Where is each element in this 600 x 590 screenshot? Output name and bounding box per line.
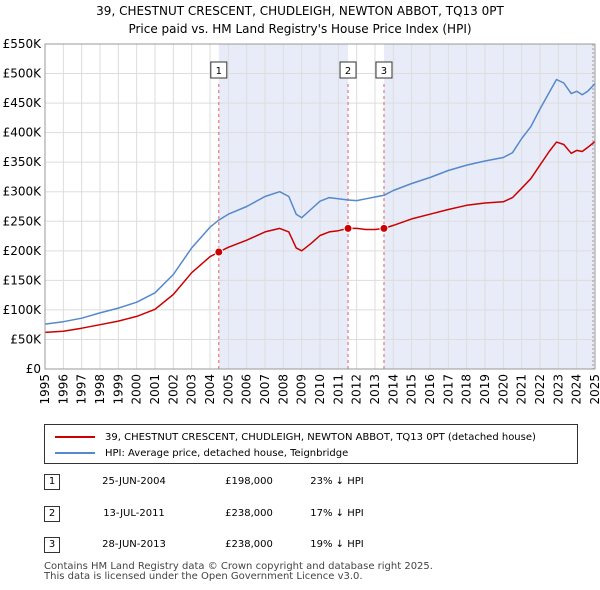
x-tick-label: 1999 bbox=[111, 374, 125, 405]
chart-legend: 39, CHESTNUT CRESCENT, CHUDLEIGH, NEWTON… bbox=[44, 424, 578, 464]
plot-frame bbox=[44, 43, 596, 370]
x-tick-label: 2017 bbox=[441, 374, 455, 405]
legend-swatch-hpi bbox=[55, 452, 95, 454]
x-tick-label: 2009 bbox=[295, 374, 309, 405]
x-tick-label: 2005 bbox=[221, 374, 235, 405]
transaction-number: 2 bbox=[44, 506, 60, 522]
x-tick-label: 2025 bbox=[588, 374, 600, 405]
x-tick-label: 2014 bbox=[386, 374, 400, 405]
y-tick-label: £250K bbox=[3, 214, 43, 228]
footer-attribution: Contains HM Land Registry data © Crown c… bbox=[44, 562, 433, 582]
y-tick-label: £0 bbox=[26, 362, 41, 376]
transaction-date: 25-JUN-2004 bbox=[102, 476, 166, 487]
x-tick-label: 2018 bbox=[460, 374, 474, 405]
marker-box-1 bbox=[210, 61, 228, 79]
footer-line-copyright: Contains HM Land Registry data © Crown c… bbox=[44, 561, 433, 572]
x-tick-label: 2012 bbox=[350, 374, 364, 405]
x-tick-label: 2013 bbox=[368, 374, 382, 405]
x-tick-label: 2020 bbox=[496, 374, 510, 405]
y-tick-label: £500K bbox=[3, 67, 43, 81]
x-tick-label: 2001 bbox=[148, 374, 162, 405]
transaction-price: £198,000 bbox=[225, 476, 273, 487]
y-tick-label: £300K bbox=[3, 185, 43, 199]
y-tick-label: £200K bbox=[3, 244, 43, 258]
x-tick-label: 2006 bbox=[240, 374, 254, 405]
y-tick-label: £450K bbox=[3, 96, 43, 110]
x-tick-label: 2004 bbox=[203, 374, 217, 405]
x-tick-label: 2021 bbox=[515, 374, 529, 405]
sale-point-3 bbox=[379, 223, 389, 233]
legend-label-property: 39, CHESTNUT CRESCENT, CHUDLEIGH, NEWTON… bbox=[105, 431, 536, 443]
x-tick-label: 2002 bbox=[166, 374, 180, 405]
transaction-number: 3 bbox=[44, 537, 60, 553]
chart-subtitle: Price paid vs. HM Land Registry's House … bbox=[128, 22, 472, 36]
x-tick-label: 2022 bbox=[533, 374, 547, 405]
x-tick-label: 1996 bbox=[56, 374, 70, 405]
y-tick-label: £50K bbox=[10, 332, 42, 346]
x-tick-label: 1997 bbox=[75, 374, 89, 405]
x-tick-label: 2008 bbox=[276, 374, 290, 405]
legend-item-hpi: HPI: Average price, detached house, Teig… bbox=[55, 446, 348, 460]
y-tick-label: £150K bbox=[3, 273, 43, 287]
footer-line-licence: This data is licensed under the Open Gov… bbox=[44, 571, 363, 582]
x-tick-label: 2019 bbox=[478, 374, 492, 405]
transaction-date: 13-JUL-2011 bbox=[103, 508, 165, 519]
y-tick-label: £350K bbox=[3, 155, 43, 169]
x-tick-label: 2015 bbox=[405, 374, 419, 405]
marker-label-1: 1 bbox=[216, 66, 222, 77]
marker-label-3: 3 bbox=[381, 66, 387, 77]
sale-point-2 bbox=[343, 223, 353, 233]
legend-label-hpi: HPI: Average price, detached house, Teig… bbox=[105, 447, 349, 459]
transaction-date: 28-JUN-2013 bbox=[102, 539, 166, 550]
marker-label-2: 2 bbox=[345, 66, 351, 77]
y-tick-label: £100K bbox=[3, 303, 43, 317]
transaction-number: 1 bbox=[44, 474, 60, 490]
legend-swatch-property bbox=[55, 436, 95, 438]
x-tick-label: 2000 bbox=[130, 374, 144, 405]
price-chart: 1 2 3 £0 £50K £100K £150K £200K £250K £300K £350K £… bbox=[3, 37, 600, 405]
marker-box-3 bbox=[375, 61, 393, 79]
x-tick-label: 2007 bbox=[258, 374, 272, 405]
x-tick-label: 2011 bbox=[331, 374, 345, 405]
hpi-series-line bbox=[44, 78, 596, 325]
x-tick-label: 1995 bbox=[38, 374, 52, 405]
x-tick-label: 2023 bbox=[551, 374, 565, 405]
sale-point-1 bbox=[214, 247, 224, 257]
legend-item-property: 39, CHESTNUT CRESCENT, CHUDLEIGH, NEWTON… bbox=[55, 430, 536, 444]
x-tick-label: 2003 bbox=[185, 374, 199, 405]
chart-title: 39, CHESTNUT CRESCENT, CHUDLEIGH, NEWTON… bbox=[96, 4, 504, 18]
x-tick-label: 2016 bbox=[423, 374, 437, 405]
transaction-hpi-diff: 19% ↓ HPI bbox=[310, 539, 364, 550]
x-tick-label: 2010 bbox=[313, 374, 327, 405]
y-tick-label: £550K bbox=[3, 37, 43, 51]
shaded-region-2 bbox=[383, 44, 595, 369]
x-tick-label: 2024 bbox=[570, 374, 584, 405]
transaction-price: £238,000 bbox=[225, 508, 273, 519]
transaction-hpi-diff: 23% ↓ HPI bbox=[310, 476, 364, 487]
y-tick-label: £400K bbox=[3, 126, 43, 140]
transaction-hpi-diff: 17% ↓ HPI bbox=[310, 508, 364, 519]
marker-box-2 bbox=[339, 61, 357, 79]
transaction-price: £238,000 bbox=[225, 539, 273, 550]
x-tick-label: 1998 bbox=[93, 374, 107, 405]
